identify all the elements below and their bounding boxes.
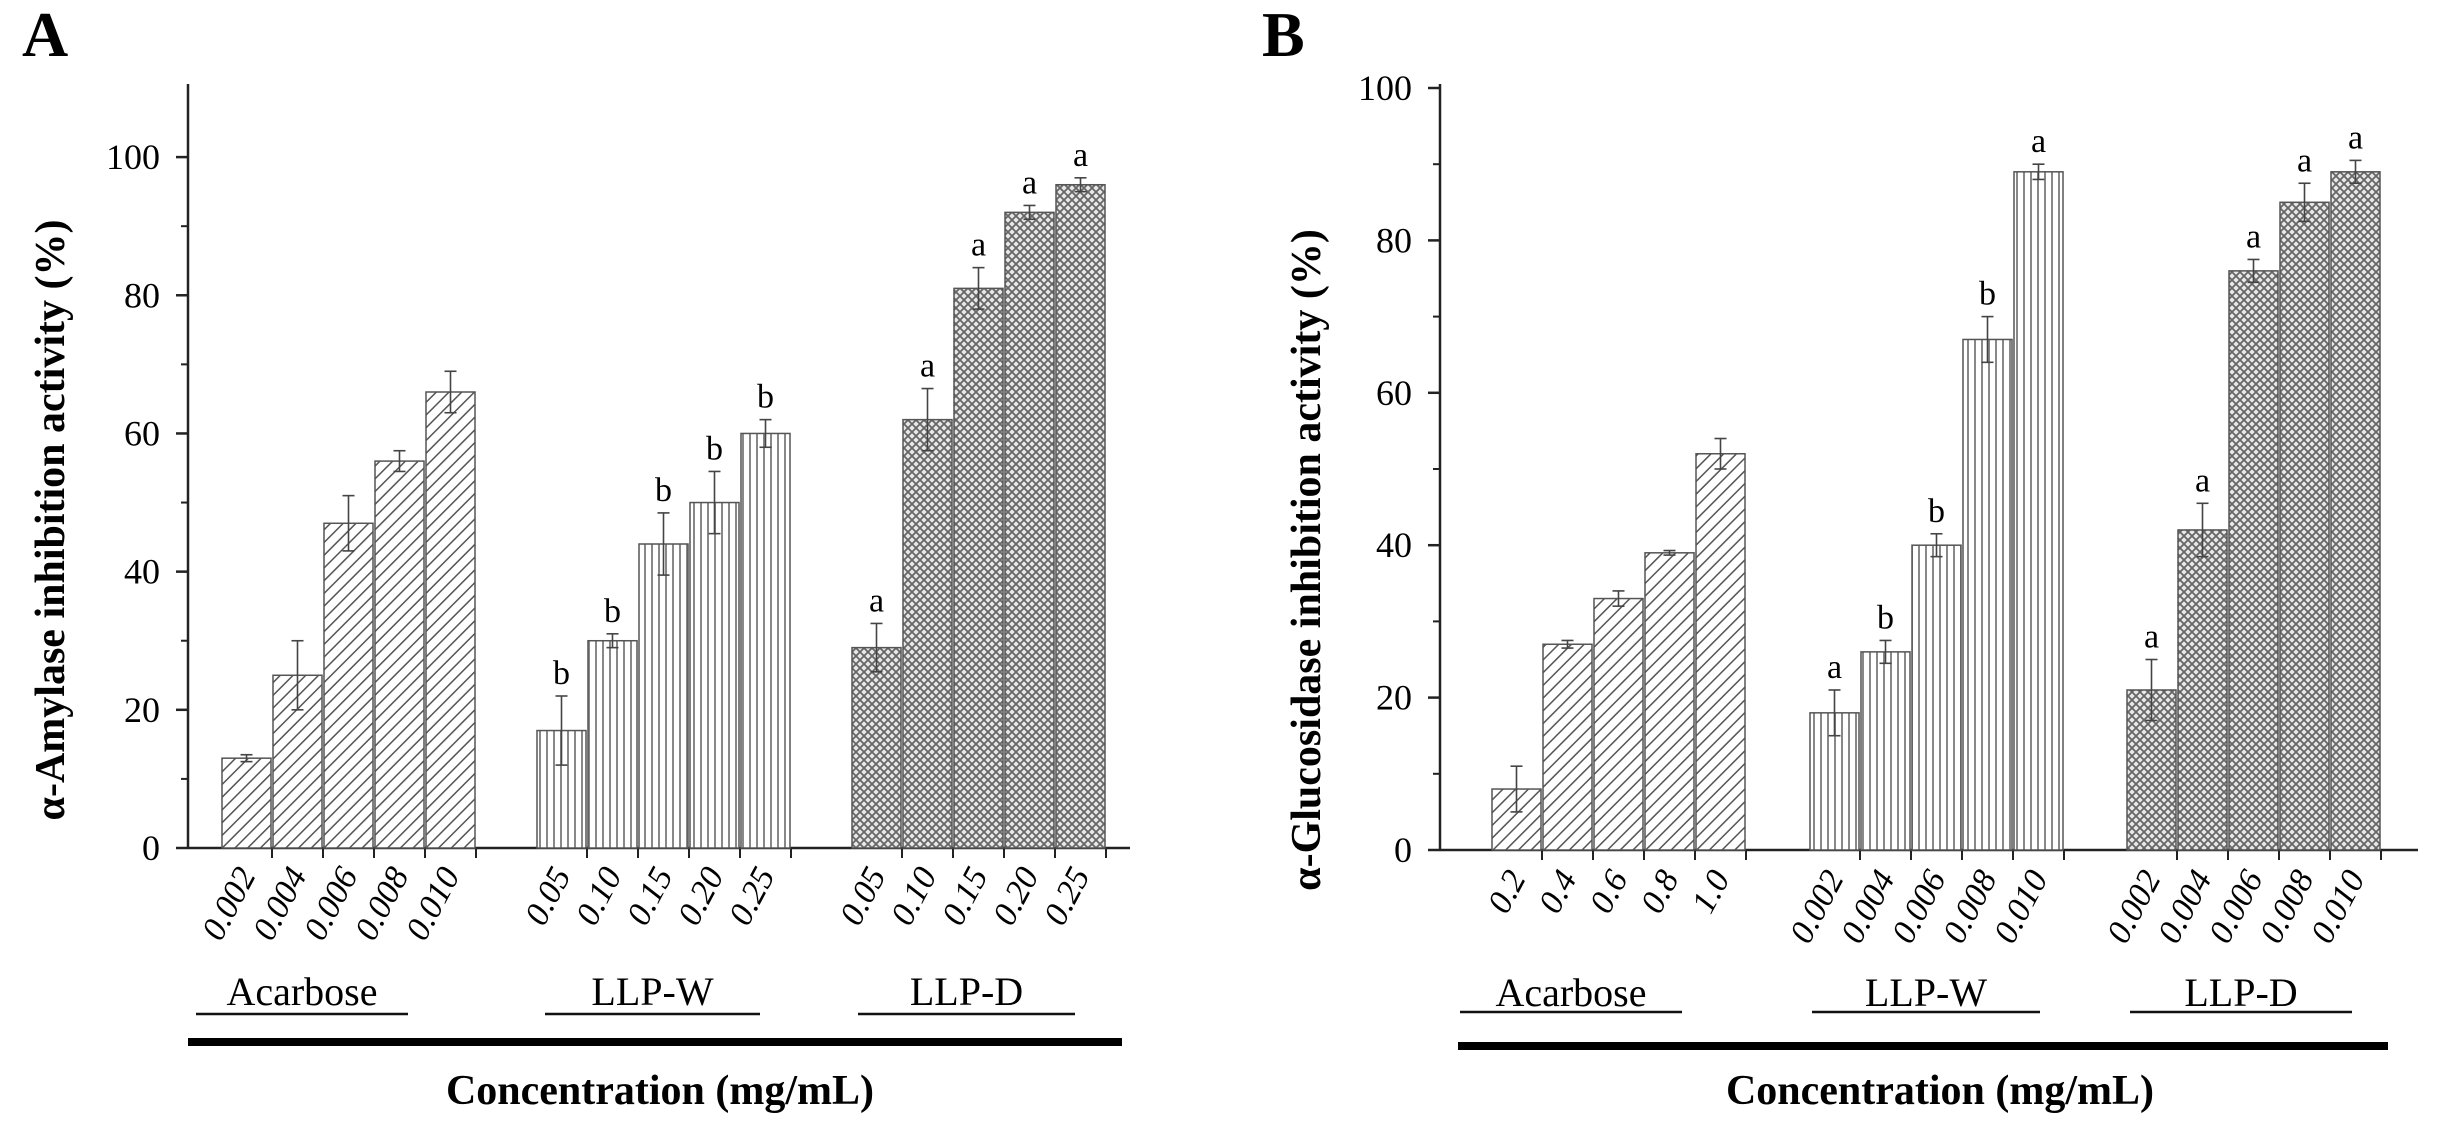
- group-label: LLP-D: [2184, 970, 2297, 1015]
- significance-label: b: [553, 655, 570, 692]
- bar-llp-d: [2228, 270, 2279, 851]
- significance-label: a: [1022, 164, 1037, 201]
- panel-a-chart: A 0204060801000.0020.0040.0060.0080.010A…: [22, 0, 1130, 1114]
- panel-a-x-axis-title: Concentration (mg/mL): [446, 1068, 874, 1114]
- x-tick-label: 0.20: [671, 861, 732, 931]
- y-tick-label: 0: [142, 828, 160, 868]
- bar-acarbose: [425, 391, 476, 849]
- bar-acarbose: [221, 757, 272, 849]
- significance-label: a: [2031, 123, 2046, 160]
- x-tick-label: 0.2: [1481, 864, 1534, 919]
- panel-b-chart: B 0 20 40 60 80 100 0.20.40.60.81.0 Acarbose 0.0…: [1262, 0, 2418, 1114]
- y-tick-label: 40: [124, 552, 160, 592]
- bar-llp-w: [587, 639, 638, 849]
- significance-label: b: [757, 379, 774, 416]
- bar-acarbose: [1593, 597, 1644, 851]
- panel-a-y-axis-title: α-Amylase inhibition activity (%): [28, 220, 74, 821]
- bar-llp-d: [2177, 529, 2228, 851]
- x-tick-label: 0.6: [1583, 864, 1636, 919]
- significance-label: b: [1877, 599, 1894, 636]
- bar-llp-d: [1055, 183, 1106, 849]
- bar-acarbose: [323, 522, 374, 849]
- significance-label: b: [655, 472, 672, 509]
- significance-label: a: [1073, 137, 1088, 174]
- x-tick-label: 0.010: [2304, 864, 2373, 949]
- x-tick-label: 0.15: [620, 861, 681, 931]
- significance-label: a: [1827, 649, 1842, 686]
- significance-label: a: [2348, 119, 2363, 156]
- y-tick-label: 80: [1376, 220, 1412, 260]
- x-tick-label: 0.05: [833, 861, 894, 931]
- bar-llp-w: [689, 501, 740, 849]
- x-tick-label: 0.25: [1037, 861, 1098, 931]
- x-tick-label: 0.10: [884, 861, 945, 931]
- bar-acarbose: [374, 460, 425, 849]
- significance-label: b: [1979, 276, 1996, 313]
- group-label: Acarbose: [1495, 970, 1646, 1015]
- x-tick-label: 0.25: [722, 861, 783, 931]
- significance-label: a: [971, 227, 986, 264]
- y-tick-label: 80: [124, 275, 160, 315]
- bar-llp-d: [1004, 211, 1055, 849]
- panel-b-y-axis-title: α-Glucosidase inhibition activity (%): [1284, 229, 1330, 891]
- group-label: Acarbose: [226, 969, 377, 1014]
- significance-label: b: [1928, 493, 1945, 530]
- x-tick-label: 0.8: [1634, 864, 1687, 919]
- bar-llp-w: [2013, 171, 2064, 851]
- y-tick-label: 60: [124, 413, 160, 453]
- significance-label: b: [604, 593, 621, 630]
- x-axis-group-bar: [188, 1038, 1122, 1046]
- bar-llp-d: [2330, 171, 2381, 851]
- y-tick-label: 100: [106, 137, 160, 177]
- x-tick-label: 0.10: [569, 861, 630, 931]
- panel-a-letter: A: [22, 0, 68, 70]
- y-tick-label: 40: [1376, 525, 1412, 565]
- significance-label: a: [2246, 218, 2261, 255]
- x-tick-label: 0.05: [518, 861, 579, 931]
- significance-label: b: [706, 430, 723, 467]
- bar-llp-d: [953, 287, 1004, 849]
- bar-acarbose: [1644, 552, 1695, 851]
- x-tick-label: 0.010: [1987, 864, 2056, 949]
- x-tick-label: 0.010: [399, 861, 468, 946]
- bar-llp-w: [638, 543, 689, 849]
- significance-label: a: [2144, 619, 2159, 656]
- group-label: LLP-D: [910, 969, 1023, 1014]
- bar-llp-d: [851, 646, 902, 849]
- significance-label: a: [2195, 462, 2210, 499]
- y-tick-label: 0: [1394, 830, 1412, 870]
- significance-label: a: [920, 348, 935, 385]
- panel-b-letter: B: [1262, 0, 1305, 70]
- bar-llp-d: [902, 418, 953, 849]
- significance-label: a: [869, 582, 884, 619]
- panel-b-x-axis-title: Concentration (mg/mL): [1726, 1068, 2154, 1114]
- significance-label: a: [2297, 142, 2312, 179]
- x-tick-label: 0.20: [986, 861, 1047, 931]
- x-tick-label: 0.4: [1532, 864, 1585, 919]
- bar-acarbose: [1695, 453, 1746, 851]
- bar-llp-w: [740, 432, 791, 849]
- bar-llp-w: [1860, 651, 1911, 851]
- bar-llp-d: [2279, 201, 2330, 851]
- bar-llp-w: [1911, 544, 1962, 851]
- y-tick-label: 20: [1376, 678, 1412, 718]
- y-tick-label: 60: [1376, 373, 1412, 413]
- y-tick-label: 20: [124, 690, 160, 730]
- bar-acarbose: [1542, 643, 1593, 851]
- x-tick-label: 1.0: [1685, 864, 1738, 919]
- group-label: LLP-W: [1865, 970, 1987, 1015]
- x-axis-group-bar: [1458, 1042, 2388, 1050]
- x-tick-label: 0.15: [935, 861, 996, 931]
- y-tick-label: 100: [1358, 68, 1412, 108]
- group-label: LLP-W: [591, 969, 713, 1014]
- bar-llp-w: [1962, 338, 2013, 851]
